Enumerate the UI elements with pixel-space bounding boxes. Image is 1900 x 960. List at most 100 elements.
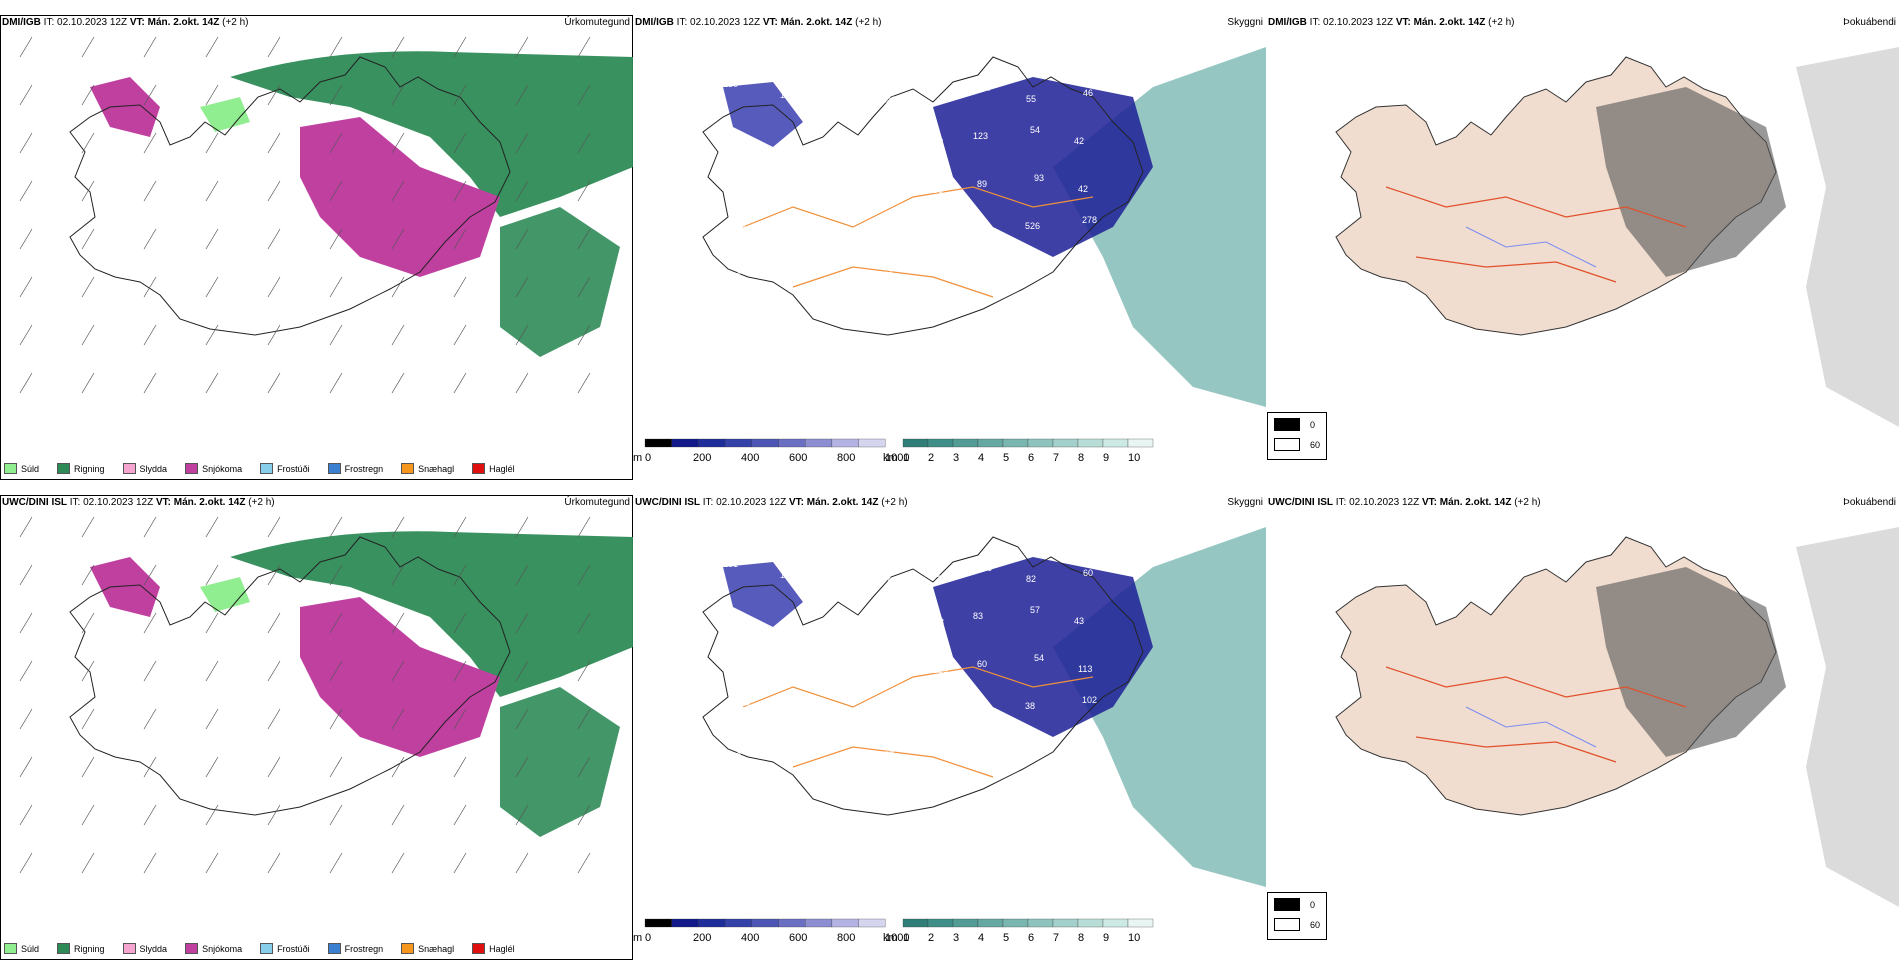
meter-scale-swatch: [698, 918, 726, 928]
wind-barb: [205, 132, 219, 154]
visibility-value-label: 278: [1082, 215, 1097, 225]
meter-scale-swatch: [778, 918, 806, 928]
visibility-value-label: 102: [1082, 695, 1097, 705]
legend-swatch: [472, 943, 486, 954]
km-tick-label: 10: [1128, 932, 1140, 944]
wind-barb: [515, 852, 529, 874]
rain-area: [230, 531, 633, 697]
wind-barb: [267, 756, 281, 778]
wind-barb: [515, 132, 529, 154]
wind-barb: [391, 132, 405, 154]
wind-barb: [205, 36, 219, 58]
legend-swatch: [57, 943, 71, 954]
visibility-value-label: 76: [876, 174, 886, 184]
wind-barb: [19, 756, 33, 778]
meter-tick-label: 200: [693, 932, 711, 944]
km-scale-swatch: [952, 438, 979, 448]
panel-title: Þokuábendi: [1843, 17, 1896, 28]
km-tick-label: 6: [1028, 932, 1034, 944]
visibility-value-label: 132: [824, 564, 839, 574]
wind-barb: [329, 564, 343, 586]
visibility-value-label: 130: [723, 79, 738, 89]
legend-item: Snjókoma: [185, 943, 242, 954]
wind-barb: [19, 84, 33, 106]
wind-barb: [577, 852, 591, 874]
visibility-value-label: 44: [727, 607, 737, 617]
visibility-value-label: 128: [828, 612, 843, 622]
wind-barb: [81, 516, 95, 538]
wind-barb: [19, 564, 33, 586]
visibility-value-label: 113: [1078, 664, 1092, 674]
wind-barb: [515, 276, 529, 298]
road-network: [742, 186, 1094, 298]
wind-barb: [453, 852, 467, 874]
wind-barb: [453, 84, 467, 106]
visibility-value-label: 59: [925, 89, 935, 99]
meter-tick-label: 400: [741, 452, 759, 464]
panel-title: Skyggni: [1227, 17, 1263, 28]
meter-scale-swatch: [644, 438, 672, 448]
wind-barb: [143, 612, 157, 634]
wind-barb: [391, 612, 405, 634]
legend-swatch: [57, 463, 71, 474]
wind-barb: [453, 132, 467, 154]
wind-barb: [143, 852, 157, 874]
precip-panel-top: DMI/IGB IT: 02.10.2023 12Z VT: Mán. 2.ok…: [0, 15, 633, 480]
wind-barb: [205, 372, 219, 394]
wind-barb: [329, 708, 343, 730]
km-scale-swatch: [927, 918, 954, 928]
km-tick-label: 8: [1078, 932, 1084, 944]
wind-barb: [267, 324, 281, 346]
fog-panel-bottom: UWC/DINI ISL IT: 02.10.2023 12Z VT: Mán.…: [1266, 495, 1899, 960]
meter-tick-label: 400: [741, 932, 759, 944]
wind-barb: [577, 372, 591, 394]
wind-barb: [329, 36, 343, 58]
km-scale-swatch: [1002, 438, 1029, 448]
visibility-value-label: 161: [723, 559, 738, 569]
km-scale-swatch: [1077, 918, 1104, 928]
visibility-map: 161 199 132 87 103 66 82 60 44 54 128 113 103 83 57 43 2…: [702, 527, 1266, 887]
river: [1465, 226, 1597, 268]
km-tick-label: 2: [928, 932, 934, 944]
wind-barb: [267, 564, 281, 586]
visibility-value-label: 66: [982, 563, 992, 573]
wind-barb: [453, 276, 467, 298]
km-scale-swatch: [902, 918, 929, 928]
wind-barb: [391, 804, 405, 826]
visibility-value-label: 77: [884, 750, 894, 760]
wind-barb: [143, 132, 157, 154]
wind-barb: [577, 180, 591, 202]
km-tick-label: 1: [903, 452, 909, 464]
wind-barb: [515, 180, 529, 202]
fog-swatch-low: [1274, 918, 1300, 931]
visibility-value-label: 42: [1078, 184, 1088, 194]
visibility-value-label: 38: [1025, 701, 1035, 711]
wind-barb: [81, 228, 95, 250]
wind-barb: [267, 852, 281, 874]
panel-header: UWC/DINI ISL IT: 02.10.2023 12Z VT: Mán.…: [635, 497, 908, 508]
precipitation-map: [19, 516, 633, 874]
wind-barb: [391, 228, 405, 250]
km-tick-label: 7: [1053, 452, 1059, 464]
wind-barb: [577, 660, 591, 682]
km-scale-swatch: [1102, 438, 1129, 448]
fog-swatch-low: [1274, 438, 1300, 451]
wind-barb: [81, 372, 95, 394]
visibility-value-label: 10: [928, 264, 938, 274]
legend-item: Haglél: [472, 463, 515, 474]
wind-barb: [391, 84, 405, 106]
wind-barb: [577, 324, 591, 346]
wind-barb: [19, 180, 33, 202]
panel-header: UWC/DINI ISL IT: 02.10.2023 12Z VT: Mán.…: [1268, 497, 1541, 508]
meter-unit-label: m: [633, 932, 642, 944]
wind-barb: [205, 564, 219, 586]
drizzle-area: [200, 97, 250, 132]
visibility-value-label: 253: [726, 751, 741, 761]
wind-barb: [267, 612, 281, 634]
wind-barb: [329, 228, 343, 250]
meter-unit-label: m: [633, 452, 642, 464]
wind-barb: [143, 84, 157, 106]
coastline: [69, 536, 511, 816]
km-unit-label: km: [883, 452, 898, 464]
legend-item: Rigning: [57, 943, 105, 954]
